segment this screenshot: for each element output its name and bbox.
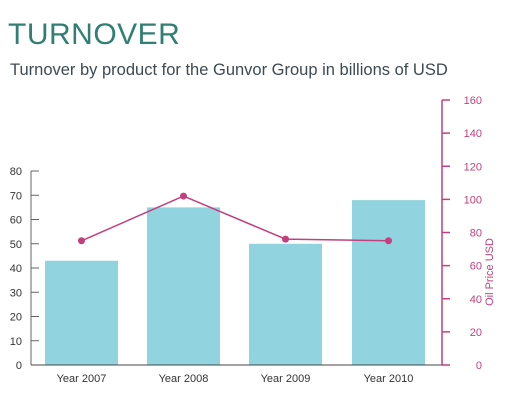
left-tick-label: 40 <box>10 263 22 275</box>
left-tick-label: 80 <box>10 166 22 178</box>
left-tick-label: 10 <box>10 336 22 348</box>
right-tick-label: 40 <box>470 294 482 306</box>
left-tick-label: 30 <box>10 287 22 299</box>
right-tick-label: 60 <box>470 261 482 273</box>
chart-title: TURNOVER <box>8 18 181 51</box>
bar <box>147 207 220 365</box>
right-axis: 0 20 40 60 80 100 120 140 160 <box>441 95 482 372</box>
oil-price-point <box>385 237 392 245</box>
oil-price-line <box>81 195 389 242</box>
x-tick-label: Year 2010 <box>364 373 414 385</box>
x-axis: Year 2007 Year 2008 Year 2009 Year 2010 <box>31 364 442 385</box>
oil-price-point <box>180 192 187 200</box>
chart-subtitle: Turnover by product for the Gunvor Group… <box>10 61 448 79</box>
right-tick-label: 0 <box>476 360 482 372</box>
left-tick-label: 20 <box>10 312 22 324</box>
oil-price-point <box>282 235 289 243</box>
left-tick-label: 0 <box>16 360 22 372</box>
left-tick-label: 60 <box>10 215 22 227</box>
right-tick-label: 140 <box>464 128 482 140</box>
left-axis: 0 10 20 30 40 50 60 70 80 <box>10 166 39 372</box>
left-tick-label: 70 <box>10 190 22 202</box>
oil-price-series <box>78 192 392 245</box>
right-tick-label: 160 <box>464 95 482 107</box>
right-tick-label: 120 <box>464 161 482 173</box>
left-tick-label: 50 <box>10 239 22 251</box>
bar <box>249 243 322 365</box>
x-tick-label: Year 2009 <box>261 373 311 385</box>
oil-price-point <box>78 237 85 245</box>
x-tick-label: Year 2007 <box>57 373 107 385</box>
right-tick-label: 80 <box>470 228 482 240</box>
right-tick-label: 100 <box>464 194 482 206</box>
right-tick-label: 20 <box>470 327 482 339</box>
bar <box>352 200 425 365</box>
bar-series <box>45 200 425 365</box>
x-tick-label: Year 2008 <box>159 373 209 385</box>
bar <box>45 260 118 365</box>
right-axis-label: Oil Price USD <box>484 238 496 306</box>
